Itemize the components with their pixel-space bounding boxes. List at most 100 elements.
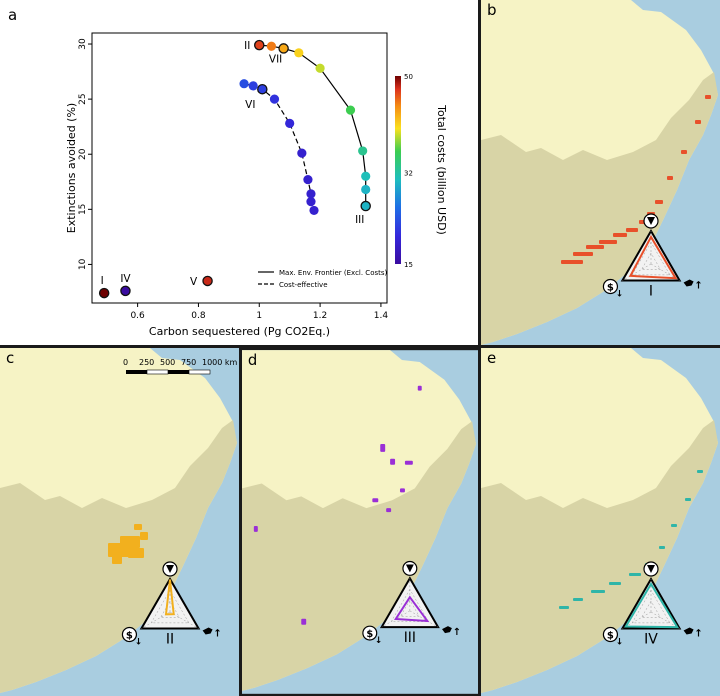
highlight-patch bbox=[695, 120, 701, 124]
data-point bbox=[254, 39, 265, 51]
scale-bar: 0 250 500 750 1000 km bbox=[123, 358, 238, 375]
point-annotation: VII bbox=[269, 53, 282, 65]
point-annotation: V bbox=[190, 276, 198, 288]
radar-values bbox=[164, 579, 175, 616]
data-point bbox=[306, 197, 316, 207]
panel-letter: d bbox=[248, 352, 257, 369]
legend-label: Max. Env. Frontier (Excl. Costs) bbox=[279, 269, 388, 277]
colorbar: 15 32 50 Total costs (billion USD) bbox=[395, 73, 448, 269]
highlight-patch bbox=[559, 606, 569, 609]
highlight-patch bbox=[372, 498, 379, 503]
panel-letter-a: a bbox=[8, 6, 17, 24]
cost-icon: $↓ bbox=[602, 626, 624, 648]
x-tick-label: 0.8 bbox=[191, 311, 206, 321]
panel-letter: c bbox=[6, 349, 14, 367]
scale-label-1000: 1000 km bbox=[202, 358, 238, 367]
data-point bbox=[315, 63, 325, 73]
scale-label-750: 750 bbox=[181, 358, 196, 367]
scatter-chart: a 0.6 0.8 1 1.2 1.4 10 15 20 25 30 Carbon sequeste… bbox=[8, 6, 448, 338]
point-annotation: VI bbox=[245, 99, 255, 111]
svg-text:↓: ↓ bbox=[135, 638, 143, 648]
carbon-icon bbox=[162, 561, 178, 577]
highlight-patch bbox=[134, 524, 142, 530]
highlight-patch bbox=[613, 233, 627, 237]
map-b: $↓ ↑ I b bbox=[481, 0, 720, 345]
x-tick-label: 1.4 bbox=[374, 311, 389, 321]
colorbar-tick-label: 15 bbox=[404, 261, 413, 269]
x-axis-label: Carbon sequestered (Pg CO2Eq.) bbox=[149, 325, 330, 338]
point-annotation: II bbox=[244, 40, 250, 52]
point-annotation: IV bbox=[120, 273, 131, 285]
svg-text:$: $ bbox=[607, 631, 614, 642]
scenario-label: III bbox=[404, 630, 416, 646]
colorbar-label: Total costs (billion USD) bbox=[435, 104, 448, 235]
data-point bbox=[294, 48, 304, 58]
radar-chart: $↓ ↑ III bbox=[362, 560, 461, 646]
highlight-patch bbox=[586, 245, 604, 249]
highlight-patch bbox=[380, 443, 386, 452]
svg-text:↓: ↓ bbox=[616, 638, 624, 648]
highlight-patch bbox=[404, 460, 413, 465]
radar-grid bbox=[150, 589, 190, 624]
atlantic-forest bbox=[242, 421, 477, 691]
carbon-icon bbox=[402, 560, 418, 576]
carbon-icon bbox=[643, 213, 659, 229]
y-tick-label: 25 bbox=[78, 93, 88, 104]
radar-grid bbox=[631, 241, 671, 276]
svg-text:↓: ↓ bbox=[375, 636, 382, 646]
radar-chart: $↓ ↑ IV bbox=[602, 561, 703, 648]
highlight-patch bbox=[681, 150, 687, 154]
data-point bbox=[98, 287, 110, 299]
svg-text:↑: ↑ bbox=[213, 629, 221, 640]
highlight-patch bbox=[599, 240, 617, 244]
highlight-patch bbox=[573, 252, 593, 256]
species-icon: ↑ bbox=[202, 627, 222, 640]
radar-values bbox=[394, 595, 430, 623]
highlight-patch bbox=[112, 556, 122, 564]
radar-axis bbox=[622, 611, 652, 629]
y-axis-label: Extinctions avoided (%) bbox=[65, 103, 78, 233]
data-point bbox=[306, 189, 316, 199]
atlantic-forest bbox=[481, 420, 718, 693]
panel-a: a 0.6 0.8 1 1.2 1.4 10 15 20 25 30 Carbon sequeste… bbox=[0, 0, 478, 345]
highlight-patch bbox=[561, 260, 583, 264]
panel-letter: b bbox=[487, 1, 497, 19]
radar-grid bbox=[400, 599, 420, 617]
colorbar-tick-label: 32 bbox=[404, 170, 413, 178]
highlight-patch bbox=[386, 508, 392, 513]
data-point bbox=[361, 184, 371, 195]
y-tick-label: 10 bbox=[78, 258, 88, 270]
data-point bbox=[285, 118, 295, 128]
scale-label-0: 0 bbox=[123, 358, 128, 367]
highlight-patch bbox=[253, 525, 258, 532]
carbon-icon bbox=[643, 561, 659, 577]
x-tick-label: 1.2 bbox=[313, 311, 327, 321]
colorbar-gradient bbox=[395, 76, 401, 264]
colorbar-tick-label: 50 bbox=[404, 73, 413, 81]
data-point bbox=[297, 148, 307, 158]
svg-text:$: $ bbox=[607, 283, 614, 294]
highlight-patch bbox=[659, 546, 665, 549]
radar-axis bbox=[409, 610, 439, 628]
selected-areas bbox=[253, 385, 422, 625]
svg-text:↑: ↑ bbox=[453, 627, 461, 638]
highlight-patch bbox=[140, 532, 148, 540]
highlight-patch bbox=[667, 176, 673, 180]
radar-grid bbox=[160, 600, 180, 618]
scale-label-500: 500 bbox=[160, 358, 175, 367]
point-annotation: III bbox=[355, 214, 364, 226]
radar-values bbox=[624, 582, 680, 629]
highlight-patch bbox=[301, 618, 307, 625]
highlight-patch bbox=[609, 582, 621, 585]
cost-icon: $↓ bbox=[602, 278, 623, 300]
data-point bbox=[361, 171, 371, 181]
svg-text:$: $ bbox=[126, 631, 133, 642]
radar-axis bbox=[622, 263, 652, 281]
radar-grid bbox=[631, 589, 671, 624]
highlight-patch bbox=[399, 488, 405, 493]
svg-text:$: $ bbox=[366, 629, 373, 640]
selected-areas bbox=[108, 524, 148, 564]
scale-label-250: 250 bbox=[139, 358, 154, 367]
map-d: $↓ ↑ III d bbox=[242, 350, 478, 694]
